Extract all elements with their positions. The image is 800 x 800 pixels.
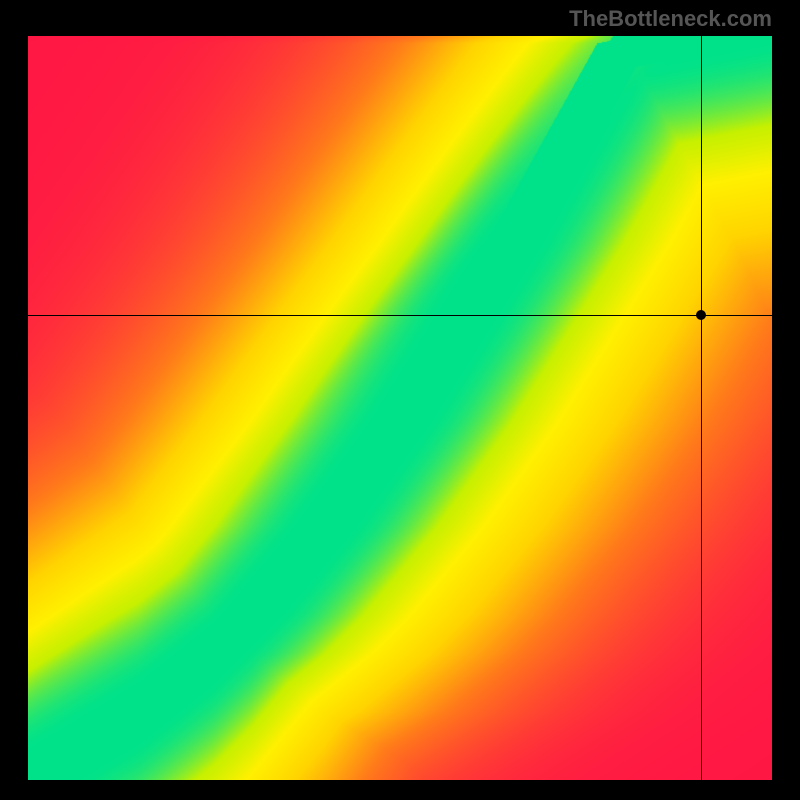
crosshair-vertical (701, 36, 702, 780)
crosshair-dot (696, 310, 706, 320)
crosshair-horizontal (28, 315, 772, 316)
plot-area (28, 36, 772, 780)
watermark-text: TheBottleneck.com (569, 6, 772, 32)
bottleneck-heatmap (28, 36, 772, 780)
